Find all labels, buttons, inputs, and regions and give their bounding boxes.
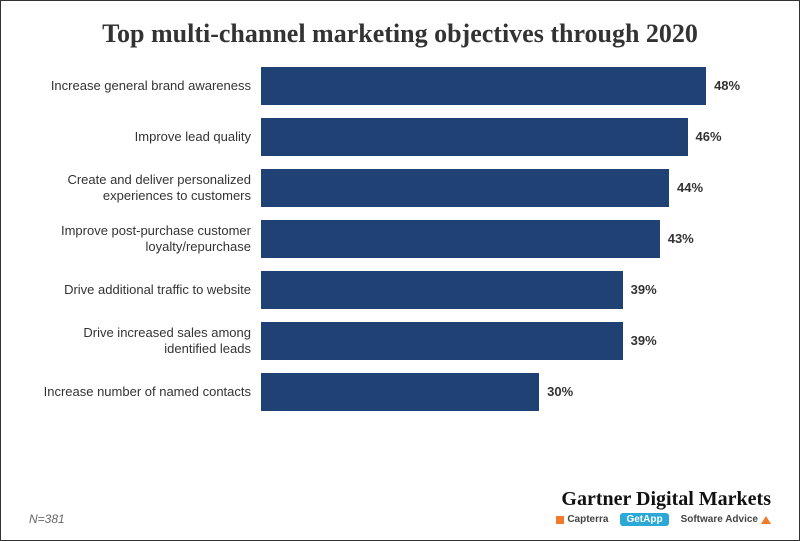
bar-row: Increase number of named contacts 30% bbox=[29, 373, 771, 411]
square-icon bbox=[556, 516, 564, 524]
bar-value-label: 44% bbox=[677, 180, 703, 195]
bar-track: 46% bbox=[261, 118, 771, 156]
bar-label: Improve lead quality bbox=[29, 129, 261, 145]
brand-sub-label: Software Advice bbox=[681, 514, 758, 525]
bar-row: Improve lead quality 46% bbox=[29, 118, 771, 156]
bar-row: Drive additional traffic to website 39% bbox=[29, 271, 771, 309]
chart-footer: N=381 Gartner Digital Markets Capterra Ge… bbox=[29, 488, 771, 526]
bar-fill bbox=[261, 322, 623, 360]
brand-sub-label: Capterra bbox=[567, 514, 608, 525]
chart-frame: Top multi-channel marketing objectives t… bbox=[0, 0, 800, 541]
bar-label: Improve post-purchase customer loyalty/r… bbox=[29, 223, 261, 254]
bar-fill bbox=[261, 118, 688, 156]
bar-track: 43% bbox=[261, 220, 771, 258]
bar-label: Drive increased sales among identified l… bbox=[29, 325, 261, 356]
bar-value-label: 48% bbox=[714, 78, 740, 93]
bar-fill bbox=[261, 373, 539, 411]
bar-label: Increase general brand awareness bbox=[29, 78, 261, 94]
bar-chart: Increase general brand awareness 48% Impro… bbox=[29, 67, 771, 411]
bar-label: Create and deliver personalized experien… bbox=[29, 172, 261, 203]
bar-track: 30% bbox=[261, 373, 771, 411]
bar-value-label: 46% bbox=[696, 129, 722, 144]
bar-fill bbox=[261, 169, 669, 207]
bar-track: 44% bbox=[261, 169, 771, 207]
brand-block: Gartner Digital Markets Capterra GetApp So… bbox=[556, 488, 771, 526]
sample-size-note: N=381 bbox=[29, 512, 65, 526]
bar-track: 48% bbox=[261, 67, 771, 105]
bar-row: Improve post-purchase customer loyalty/r… bbox=[29, 220, 771, 258]
brand-sub-item: Capterra bbox=[556, 514, 608, 525]
bar-row: Increase general brand awareness 48% bbox=[29, 67, 771, 105]
brand-main-logo: Gartner Digital Markets bbox=[556, 488, 771, 511]
brand-sub-label: GetApp bbox=[620, 513, 668, 526]
bar-value-label: 39% bbox=[631, 282, 657, 297]
bar-fill bbox=[261, 271, 623, 309]
bar-value-label: 39% bbox=[631, 333, 657, 348]
bar-value-label: 43% bbox=[668, 231, 694, 246]
bar-track: 39% bbox=[261, 322, 771, 360]
bar-label: Increase number of named contacts bbox=[29, 384, 261, 400]
brand-sub-item: GetApp bbox=[620, 513, 668, 526]
chart-title: Top multi-channel marketing objectives t… bbox=[29, 19, 771, 49]
brand-sub-logos: Capterra GetApp Software Advice bbox=[556, 513, 771, 526]
bar-track: 39% bbox=[261, 271, 771, 309]
bar-value-label: 30% bbox=[547, 384, 573, 399]
bar-fill bbox=[261, 67, 706, 105]
triangle-icon bbox=[761, 516, 771, 524]
brand-sub-item: Software Advice bbox=[681, 514, 771, 525]
bar-row: Drive increased sales among identified l… bbox=[29, 322, 771, 360]
bar-fill bbox=[261, 220, 660, 258]
bar-label: Drive additional traffic to website bbox=[29, 282, 261, 298]
bar-row: Create and deliver personalized experien… bbox=[29, 169, 771, 207]
